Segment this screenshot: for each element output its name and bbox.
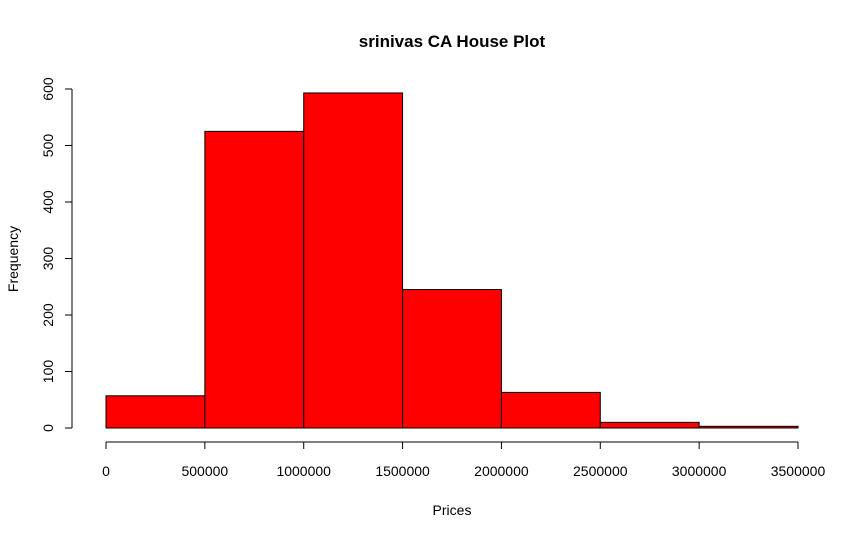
y-axis-label: Frequency <box>5 226 21 292</box>
histogram-bar <box>599 421 700 429</box>
y-tick-label: 0 <box>40 424 56 432</box>
x-tick-label: 1000000 <box>276 463 331 479</box>
x-tick-label: 2500000 <box>573 463 628 479</box>
histogram-bar <box>402 289 502 429</box>
y-tick-label: 400 <box>40 190 56 214</box>
histogram-bar <box>105 395 206 429</box>
chart-title: srinivas CA House Plot <box>359 32 546 51</box>
y-tick-label: 100 <box>40 360 56 384</box>
x-axis-label: Prices <box>433 502 472 518</box>
x-tick-label: 2000000 <box>474 463 529 479</box>
y-tick-label: 300 <box>40 247 56 271</box>
histogram-bar <box>204 130 305 429</box>
y-tick-label: 600 <box>40 77 56 101</box>
histogram-bar <box>698 425 799 429</box>
x-tick-label: 500000 <box>181 463 228 479</box>
x-tick-label: 0 <box>102 463 110 479</box>
y-tick-label: 500 <box>40 134 56 158</box>
x-tick-label: 3500000 <box>771 463 826 479</box>
histogram-bar <box>303 92 404 429</box>
bars-group <box>105 92 799 429</box>
y-axis: 0 100 200 300 400 500 600 <box>40 77 73 432</box>
x-axis: 0 500000 1000000 1500000 2000000 2500000 30000… <box>102 441 826 479</box>
y-tick-label: 200 <box>40 303 56 327</box>
histogram-bar <box>500 391 601 429</box>
x-tick-label: 3000000 <box>672 463 727 479</box>
x-tick-label: 1500000 <box>375 463 430 479</box>
